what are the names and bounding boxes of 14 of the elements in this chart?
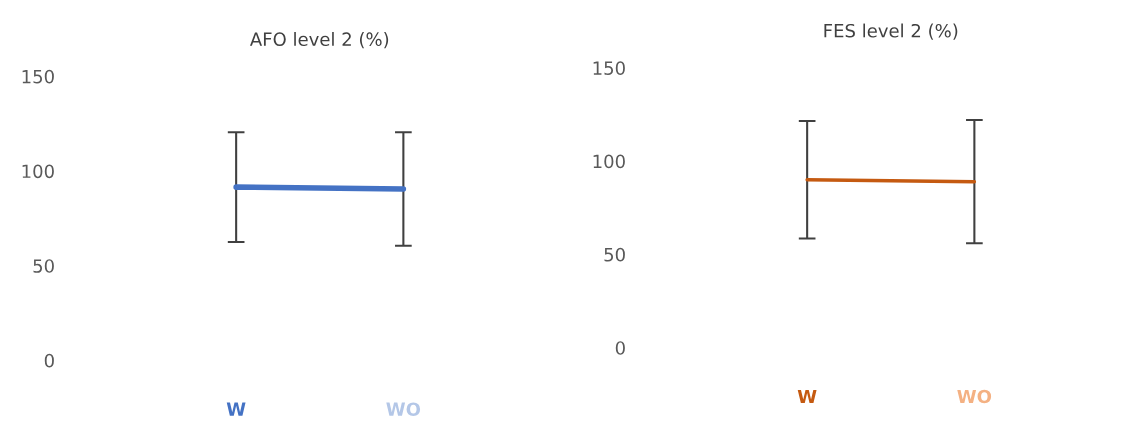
y-tick-label: 0 — [44, 353, 54, 368]
chart-title: AFO level 2 (%) — [249, 32, 389, 49]
y-tick-label: 50 — [33, 259, 54, 273]
y-tick-label: 150 — [593, 61, 625, 75]
x-tick-label: WO — [957, 389, 992, 404]
y-tick-label: 100 — [22, 164, 54, 179]
y-tick-label: 0 — [615, 341, 625, 355]
x-tick-label: WO — [386, 402, 421, 417]
y-tick-label: 150 — [22, 69, 54, 84]
y-tick-label: 50 — [604, 247, 625, 262]
y-tick-label: 100 — [593, 154, 625, 169]
x-tick-label: W — [226, 402, 246, 416]
chart-title: FES level 2 (%) — [824, 23, 958, 40]
x-tick-label: W — [797, 389, 817, 404]
